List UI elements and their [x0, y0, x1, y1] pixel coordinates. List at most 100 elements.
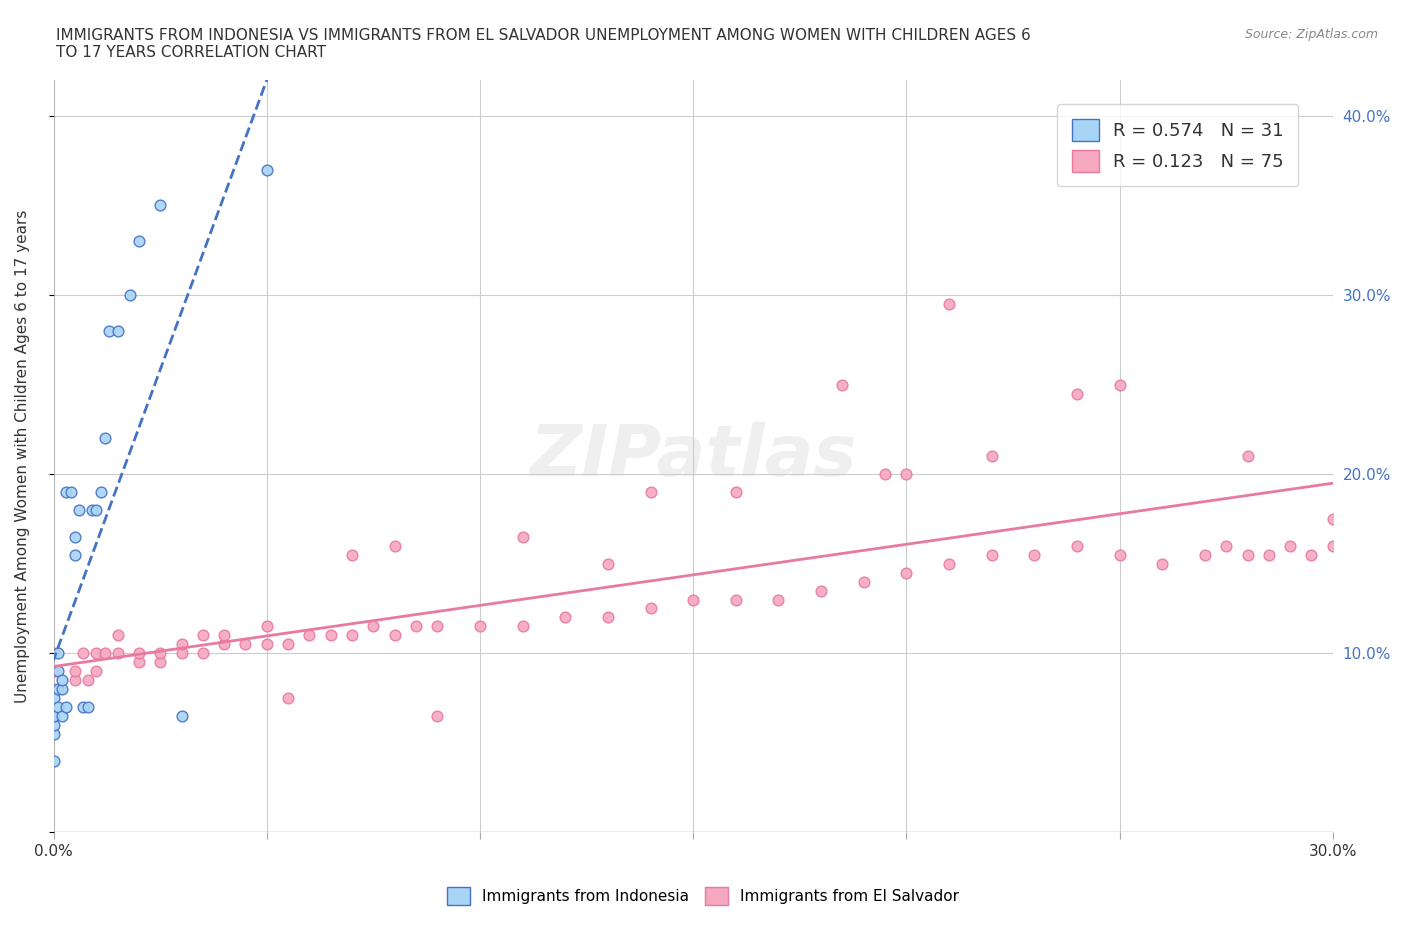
- Point: [512, 529, 534, 544]
- Point: [319, 628, 342, 643]
- Point: [596, 610, 619, 625]
- Point: [256, 619, 278, 634]
- Point: [980, 449, 1002, 464]
- Point: [191, 645, 214, 660]
- Point: [42, 645, 65, 660]
- Point: [59, 485, 82, 499]
- Point: [72, 699, 94, 714]
- Point: [852, 574, 875, 589]
- Point: [98, 324, 121, 339]
- Point: [128, 645, 150, 660]
- Y-axis label: Unemployment Among Women with Children Ages 6 to 17 years: Unemployment Among Women with Children A…: [15, 209, 30, 703]
- Point: [1236, 548, 1258, 563]
- Point: [596, 556, 619, 571]
- Point: [51, 672, 73, 687]
- Text: Source: ZipAtlas.com: Source: ZipAtlas.com: [1244, 28, 1378, 41]
- Point: [84, 664, 107, 679]
- Point: [298, 628, 321, 643]
- Point: [1066, 538, 1088, 553]
- Point: [682, 592, 704, 607]
- Point: [235, 637, 257, 652]
- Point: [63, 548, 86, 563]
- Point: [128, 655, 150, 670]
- Point: [468, 619, 491, 634]
- Point: [46, 645, 69, 660]
- Point: [212, 628, 235, 643]
- Point: [42, 709, 65, 724]
- Point: [42, 726, 65, 741]
- Point: [810, 583, 832, 598]
- Point: [1024, 548, 1046, 563]
- Legend: R = 0.574   N = 31, R = 0.123   N = 75: R = 0.574 N = 31, R = 0.123 N = 75: [1057, 104, 1298, 186]
- Point: [42, 717, 65, 732]
- Point: [170, 645, 193, 660]
- Point: [46, 664, 69, 679]
- Point: [640, 485, 662, 499]
- Point: [212, 637, 235, 652]
- Point: [46, 682, 69, 697]
- Point: [363, 619, 385, 634]
- Point: [405, 619, 427, 634]
- Point: [128, 233, 150, 248]
- Point: [831, 378, 853, 392]
- Point: [42, 664, 65, 679]
- Point: [67, 502, 90, 517]
- Point: [107, 324, 129, 339]
- Point: [980, 548, 1002, 563]
- Point: [1108, 548, 1130, 563]
- Point: [149, 198, 172, 213]
- Point: [84, 645, 107, 660]
- Point: [1236, 449, 1258, 464]
- Point: [724, 485, 747, 499]
- Point: [72, 645, 94, 660]
- Point: [80, 502, 103, 517]
- Point: [277, 691, 299, 706]
- Point: [51, 682, 73, 697]
- Point: [84, 502, 107, 517]
- Point: [89, 485, 111, 499]
- Point: [340, 628, 363, 643]
- Text: ZIPatlas: ZIPatlas: [530, 421, 856, 491]
- Point: [1066, 386, 1088, 401]
- Point: [512, 619, 534, 634]
- Point: [1194, 548, 1216, 563]
- Point: [384, 628, 406, 643]
- Point: [426, 709, 449, 724]
- Point: [426, 619, 449, 634]
- Point: [42, 682, 65, 697]
- Point: [63, 529, 86, 544]
- Point: [42, 691, 65, 706]
- Point: [149, 645, 172, 660]
- Point: [896, 565, 918, 580]
- Point: [94, 645, 117, 660]
- Point: [1322, 538, 1344, 553]
- Point: [1257, 548, 1279, 563]
- Legend: Immigrants from Indonesia, Immigrants from El Salvador: Immigrants from Indonesia, Immigrants fr…: [440, 879, 966, 913]
- Point: [46, 699, 69, 714]
- Point: [63, 672, 86, 687]
- Point: [63, 664, 86, 679]
- Point: [896, 467, 918, 482]
- Point: [107, 645, 129, 660]
- Point: [1322, 512, 1344, 526]
- Point: [1108, 378, 1130, 392]
- Point: [55, 485, 77, 499]
- Point: [170, 637, 193, 652]
- Point: [76, 672, 98, 687]
- Point: [120, 287, 142, 302]
- Point: [191, 628, 214, 643]
- Point: [340, 548, 363, 563]
- Point: [42, 753, 65, 768]
- Point: [170, 709, 193, 724]
- Point: [1301, 548, 1323, 563]
- Point: [938, 297, 960, 312]
- Point: [76, 699, 98, 714]
- Point: [42, 709, 65, 724]
- Point: [277, 637, 299, 652]
- Point: [724, 592, 747, 607]
- Point: [873, 467, 896, 482]
- Point: [107, 628, 129, 643]
- Point: [149, 655, 172, 670]
- Point: [384, 538, 406, 553]
- Point: [768, 592, 790, 607]
